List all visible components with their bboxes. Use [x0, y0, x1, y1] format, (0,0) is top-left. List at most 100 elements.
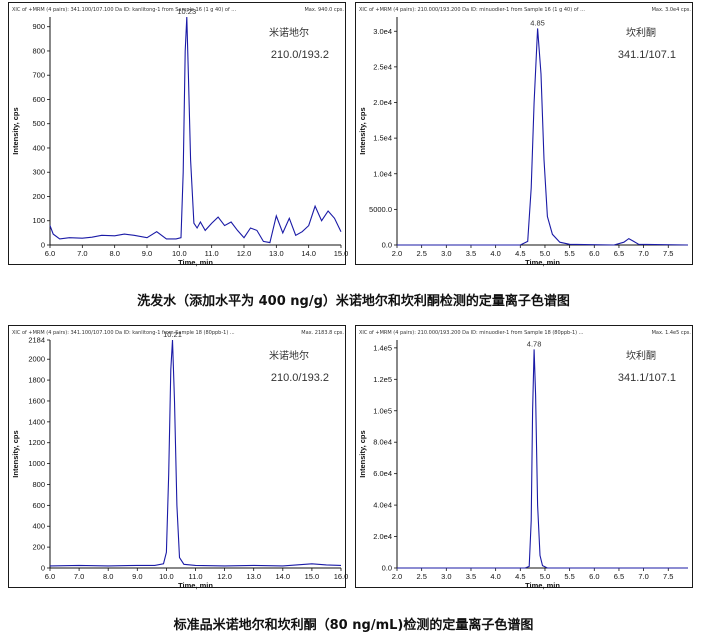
- x-tick-label: 3.0: [441, 249, 451, 258]
- y-tick-label: 900: [32, 22, 45, 31]
- y-tick-label: 2184: [28, 336, 45, 345]
- series-line: [49, 16, 342, 244]
- transition-label: 210.0/193.2: [271, 372, 329, 384]
- x-tick-label: 6.5: [614, 249, 624, 258]
- x-tick-label: 7.0: [74, 572, 84, 581]
- y-tick-label: 400: [32, 143, 45, 152]
- chart-header-left: XIC of +MRM (4 pairs): 341.100/107.100 D…: [12, 7, 236, 13]
- y-tick-label: 0: [41, 564, 45, 573]
- x-tick-label: 6.5: [614, 572, 624, 581]
- transition-label: 210.0/193.2: [271, 49, 329, 61]
- x-tick-label: 5.0: [540, 249, 550, 258]
- x-tick-label: 12.0: [237, 249, 252, 258]
- x-axis-label: Time, min: [525, 258, 560, 267]
- x-tick-label: 7.0: [638, 249, 648, 258]
- y-tick-label: 5000.0: [369, 205, 392, 214]
- y-tick-label: 1.5e4: [373, 134, 392, 143]
- chart-header-right: Max. 1.4e5 cps.: [652, 330, 692, 336]
- y-tick-label: 2.5e4: [373, 62, 392, 71]
- y-tick-label: 8.0e4: [373, 438, 392, 447]
- x-tick-label: 15.0: [334, 249, 349, 258]
- x-tick-label: 5.5: [564, 249, 574, 258]
- y-tick-label: 1.4e5: [373, 343, 392, 352]
- chart-header-right: Max. 940.0 cps.: [304, 7, 344, 13]
- x-tick-label: 4.5: [515, 249, 525, 258]
- chart-panel-2: XIC of +MRM (4 pairs): 210.000/193.200 D…: [355, 2, 693, 267]
- x-axis-label: Time, min: [178, 258, 213, 267]
- y-axis-label: Intensity, cps: [358, 107, 367, 154]
- chart-header-right: Max. 2183.8 cps.: [301, 330, 344, 336]
- y-tick-label: 2000: [28, 355, 45, 364]
- x-tick-label: 2.5: [416, 572, 426, 581]
- x-tick-label: 8.0: [109, 249, 119, 258]
- chart-panel-3: XIC of +MRM (4 pairs): 341.100/107.100 D…: [8, 325, 349, 590]
- chart-header-right: Max. 3.0e4 cps.: [652, 7, 692, 13]
- x-tick-label: 9.0: [132, 572, 142, 581]
- x-tick-label: 3.5: [466, 572, 476, 581]
- x-tick-label: 5.5: [564, 572, 574, 581]
- x-tick-label: 5.0: [540, 572, 550, 581]
- peak-label: 10.23: [177, 7, 196, 16]
- chart-2-svg: XIC of +MRM (4 pairs): 210.000/193.200 D…: [358, 7, 692, 267]
- y-tick-label: 300: [32, 168, 45, 177]
- x-tick-label: 2.0: [392, 249, 402, 258]
- x-tick-label: 14.0: [301, 249, 316, 258]
- chart-1-svg: XIC of +MRM (4 pairs): 341.100/107.100 D…: [11, 7, 349, 267]
- x-tick-label: 16.0: [334, 572, 349, 581]
- y-tick-label: 800: [32, 46, 45, 55]
- y-axis-label: Intensity, cps: [11, 430, 20, 477]
- y-tick-label: 600: [32, 501, 45, 510]
- peak-label: 4.85: [530, 18, 545, 27]
- chart-3-svg: XIC of +MRM (4 pairs): 341.100/107.100 D…: [11, 330, 349, 590]
- chart-panel-1: XIC of +MRM (4 pairs): 341.100/107.100 D…: [8, 2, 349, 267]
- x-tick-label: 7.0: [77, 249, 87, 258]
- y-tick-label: 1200: [28, 438, 45, 447]
- chart-4-svg: XIC of +MRM (4 pairs): 210.000/193.200 D…: [358, 330, 692, 590]
- chart-panel-4: XIC of +MRM (4 pairs): 210.000/193.200 D…: [355, 325, 693, 590]
- x-tick-label: 15.0: [305, 572, 320, 581]
- x-tick-label: 2.0: [392, 572, 402, 581]
- x-tick-label: 7.0: [638, 572, 648, 581]
- x-tick-label: 12.0: [217, 572, 232, 581]
- x-tick-label: 10.0: [172, 249, 187, 258]
- x-tick-label: 4.5: [515, 572, 525, 581]
- x-tick-label: 11.0: [188, 572, 202, 581]
- y-tick-label: 400: [32, 522, 45, 531]
- y-tick-label: 1.0e5: [373, 406, 392, 415]
- x-tick-label: 6.0: [589, 249, 599, 258]
- y-tick-label: 500: [32, 119, 45, 128]
- chart-header-left: XIC of +MRM (4 pairs): 210.000/193.200 D…: [359, 7, 585, 13]
- y-tick-label: 200: [32, 543, 45, 552]
- x-tick-label: 6.0: [45, 572, 55, 581]
- y-tick-label: 1400: [28, 417, 45, 426]
- y-tick-label: 2.0e4: [373, 98, 392, 107]
- x-tick-label: 4.0: [490, 572, 500, 581]
- transition-label: 341.1/107.1: [618, 372, 676, 384]
- y-tick-label: 0: [41, 241, 45, 250]
- x-tick-label: 6.0: [45, 249, 55, 258]
- caption-bottom: 标准品米诺地尔和坎利酮（80 ng/mL)检测的定量离子色谱图: [173, 618, 534, 633]
- x-tick-label: 8.0: [103, 572, 113, 581]
- y-tick-label: 100: [32, 216, 45, 225]
- compound-label: 坎利酮: [626, 349, 656, 362]
- y-tick-label: 700: [32, 71, 45, 80]
- series-line: [397, 349, 688, 569]
- compound-label: 米诺地尔: [269, 349, 309, 362]
- x-tick-label: 4.0: [490, 249, 500, 258]
- compound-label: 坎利酮: [626, 26, 656, 39]
- y-tick-label: 4.0e4: [373, 501, 392, 510]
- transition-label: 341.1/107.1: [618, 49, 676, 61]
- peak-label: 4.78: [527, 339, 542, 348]
- x-tick-label: 3.0: [441, 572, 451, 581]
- x-tick-label: 13.0: [246, 572, 261, 581]
- x-tick-label: 2.5: [416, 249, 426, 258]
- x-tick-label: 9.0: [142, 249, 152, 258]
- y-axis-label: Intensity, cps: [358, 430, 367, 477]
- y-tick-label: 6.0e4: [373, 469, 392, 478]
- series-line: [49, 339, 342, 567]
- x-tick-label: 7.5: [663, 249, 673, 258]
- y-tick-label: 200: [32, 192, 45, 201]
- x-tick-label: 10.0: [159, 572, 174, 581]
- y-tick-label: 1000: [28, 459, 45, 468]
- x-axis-label: Time, min: [178, 581, 213, 590]
